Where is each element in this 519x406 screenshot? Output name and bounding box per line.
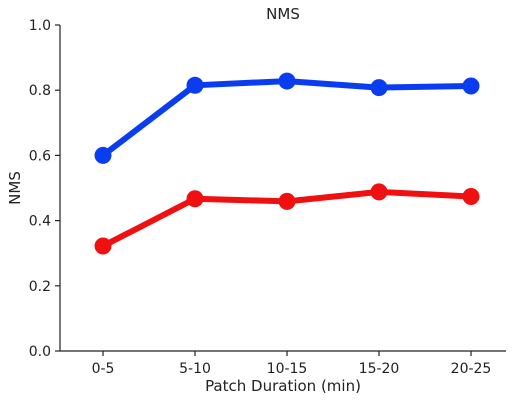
chart-title: NMS bbox=[266, 5, 300, 23]
y-ticks: 0.0 0.2 0.4 0.6 0.8 1.0 bbox=[29, 18, 60, 360]
x-axis-label: Patch Duration (min) bbox=[205, 377, 361, 395]
data-point bbox=[278, 192, 296, 210]
data-point bbox=[370, 79, 388, 97]
y-tick-label: 0.6 bbox=[29, 148, 51, 164]
x-tick-label: 5-10 bbox=[179, 361, 211, 377]
data-point bbox=[462, 187, 480, 205]
series-line bbox=[100, 78, 474, 159]
axes bbox=[59, 25, 506, 352]
y-tick-label: 0.2 bbox=[29, 279, 51, 295]
series-layer bbox=[94, 72, 480, 255]
y-tick-label: 0.8 bbox=[29, 83, 51, 99]
data-point bbox=[94, 146, 112, 164]
x-tick-label: 20-25 bbox=[451, 361, 492, 377]
series-2 bbox=[94, 183, 480, 255]
x-ticks: 0-5 5-10 10-15 15-20 20-25 bbox=[92, 351, 492, 377]
data-point bbox=[278, 72, 296, 90]
data-point bbox=[462, 77, 480, 95]
x-tick-label: 0-5 bbox=[92, 361, 115, 377]
y-tick-label: 1.0 bbox=[29, 18, 51, 34]
y-tick-label: 0.4 bbox=[29, 214, 51, 230]
data-point bbox=[186, 76, 204, 94]
x-tick-label: 15-20 bbox=[359, 361, 400, 377]
y-tick-label: 0.0 bbox=[29, 344, 51, 360]
series-1 bbox=[94, 72, 480, 164]
y-axis-label: NMS bbox=[6, 171, 24, 205]
x-tick-label: 10-15 bbox=[267, 361, 308, 377]
data-point bbox=[370, 183, 388, 201]
data-point bbox=[186, 190, 204, 208]
data-point bbox=[94, 237, 112, 255]
